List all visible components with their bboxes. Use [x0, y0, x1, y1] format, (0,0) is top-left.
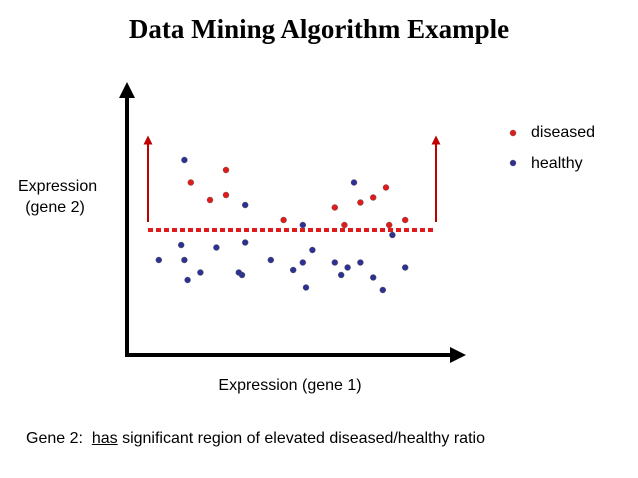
page-title: Data Mining Algorithm Example	[128, 14, 510, 44]
healthy-point	[241, 239, 249, 246]
caption-underlined: has	[91, 430, 118, 447]
diseased-point	[331, 204, 338, 211]
healthy-point	[213, 244, 220, 251]
healthy-point	[389, 231, 396, 239]
legend-label-diseased: diseased	[531, 124, 596, 141]
axes	[119, 82, 466, 363]
data-points	[155, 156, 409, 294]
diseased-point	[187, 179, 195, 186]
caption-suffix: significant region of elevated diseased/…	[117, 430, 485, 447]
diseased-point	[280, 216, 287, 224]
healthy-point	[181, 156, 188, 164]
diseased-point	[402, 216, 409, 224]
healthy-point	[338, 271, 345, 279]
healthy-point	[370, 274, 377, 281]
healthy-point	[350, 179, 358, 186]
diseased-point	[357, 199, 364, 206]
y-axis-label-line-1: Expression	[18, 178, 98, 195]
healthy-point	[184, 276, 191, 284]
legend-marker-diseased	[509, 129, 517, 137]
healthy-point	[155, 256, 163, 264]
healthy-point	[309, 246, 316, 254]
healthy-point	[299, 221, 306, 229]
region-arrows	[143, 135, 441, 222]
healthy-point	[235, 269, 243, 276]
healthy-point	[177, 241, 185, 249]
healthy-point	[302, 284, 310, 291]
healthy-point	[344, 264, 351, 271]
y-axis-label: Expression (gene 2)	[18, 176, 98, 218]
diseased-point	[341, 221, 348, 229]
y-axis-label-line-2: (gene 2)	[25, 199, 85, 216]
caption-prefix: Gene 2:	[26, 430, 92, 447]
healthy-point	[357, 259, 364, 266]
legend-marker-healthy	[509, 159, 517, 167]
healthy-point	[290, 266, 297, 274]
healthy-point	[197, 269, 204, 276]
healthy-point	[241, 201, 249, 209]
diseased-point	[222, 166, 230, 174]
legend-label-healthy: healthy	[531, 155, 583, 172]
diseased-point	[382, 184, 390, 191]
diseased-point	[206, 196, 214, 204]
healthy-point	[331, 259, 338, 266]
healthy-point	[379, 286, 386, 294]
legend-markers	[509, 129, 517, 167]
healthy-point	[299, 259, 306, 266]
healthy-point	[181, 256, 188, 264]
healthy-point	[402, 264, 409, 271]
diseased-point	[386, 221, 393, 229]
caption: Gene 2: has significant region of elevat…	[26, 430, 626, 448]
diseased-point	[222, 191, 230, 199]
healthy-point	[267, 256, 274, 264]
diseased-point	[370, 194, 377, 201]
x-axis-label: Expression (gene 1)	[218, 377, 362, 394]
